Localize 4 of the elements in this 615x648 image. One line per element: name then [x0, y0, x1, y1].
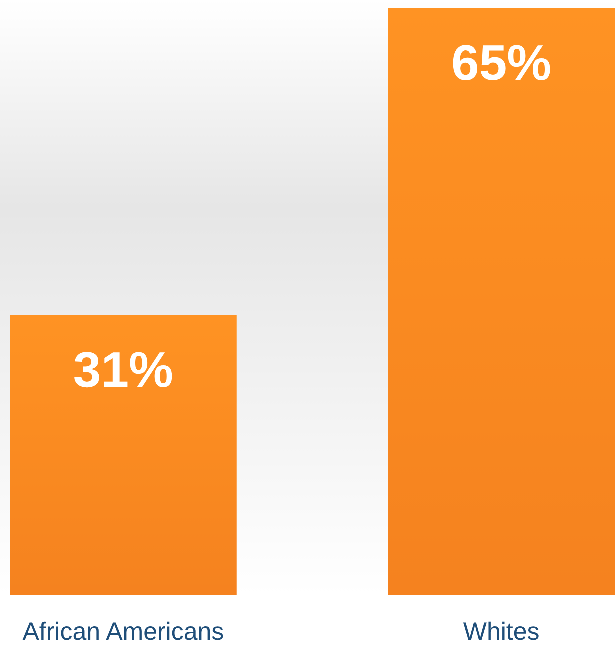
data-label: 31% [73, 342, 174, 398]
data-label: 65% [452, 35, 552, 91]
x-tick-label: African Americans [22, 618, 224, 646]
x-tick-label: Whites [463, 618, 540, 646]
